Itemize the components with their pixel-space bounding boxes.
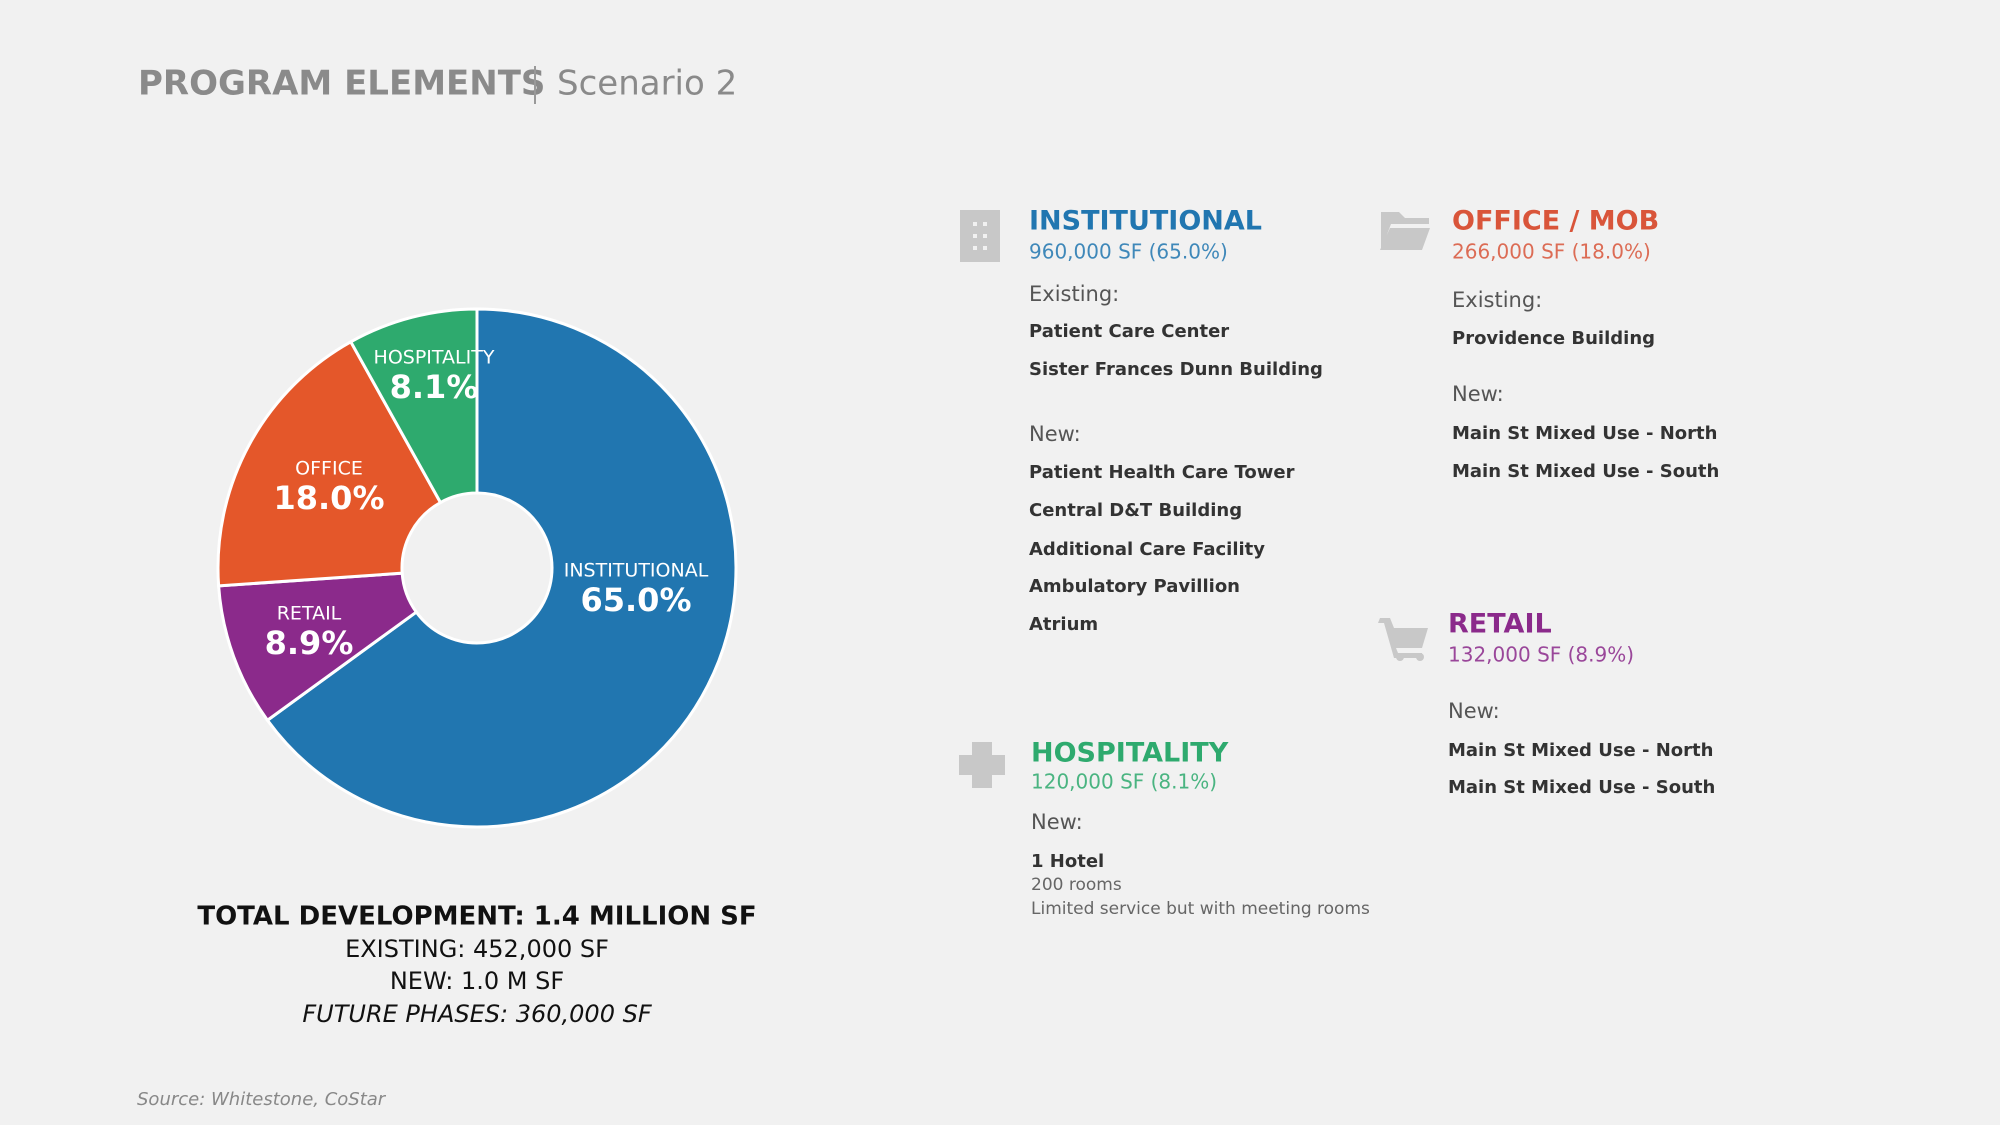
block-title: OFFICE / MOB [1452,206,1659,237]
block-title: HOSPITALITY [1031,738,1229,769]
group-note: Limited service but with meeting rooms [1031,899,1370,919]
icon-cross [959,742,1005,788]
block-subtitle: 132,000 SF (8.9%) [1448,643,1634,667]
slice-category: HOSPITALITY [374,347,495,369]
group-item: Main St Mixed Use - South [1452,461,1719,482]
icon-cart [1378,618,1428,658]
group-label: New: [1031,810,1083,834]
block-subtitle: 960,000 SF (65.0%) [1029,240,1228,264]
block-title: INSTITUTIONAL [1029,206,1262,237]
slice-value: 8.9% [265,624,354,662]
donut-slice [348,307,479,505]
group-item: Main St Mixed Use - North [1448,740,1713,761]
group-item: Patient Care Center [1029,321,1229,342]
group-item: Ambulatory Pavillion [1029,576,1240,597]
slice-category: OFFICE [295,458,363,480]
block-title: RETAIL [1448,609,1552,640]
group-label: Existing: [1452,288,1542,312]
source: Source: Whitestone, CoStar [137,1089,387,1110]
slice-value: 18.0% [273,479,384,517]
group-item: Central D&T Building [1029,500,1242,521]
group-item: Additional Care Facility [1029,539,1265,560]
group-item: Main St Mixed Use - North [1452,423,1717,444]
group-item: 1 Hotel [1031,851,1104,872]
slice-category: RETAIL [277,603,342,625]
group-item: Patient Health Care Tower [1029,462,1295,483]
donut-slice [216,339,443,588]
page-title: PROGRAM ELEMENTS [138,64,545,104]
donut-slice [265,307,738,829]
group-item: Sister Frances Dunn Building [1029,359,1323,380]
icon-cart-wheel [1396,653,1404,661]
block-subtitle: 266,000 SF (18.0%) [1452,240,1651,264]
icon-folder [1380,212,1430,250]
slice-value: 8.1% [390,368,479,406]
slice-category: INSTITUTIONAL [564,560,709,582]
group-label: New: [1029,422,1081,446]
block-subtitle: 120,000 SF (8.1%) [1031,770,1217,794]
group-label: New: [1452,382,1504,406]
icon-cart-wheel [1416,653,1424,661]
group-note: 200 rooms [1031,875,1122,895]
summary-future: FUTURE PHASES: 360,000 SF [302,1000,652,1028]
group-item: Main St Mixed Use - South [1448,777,1715,798]
summary-total: TOTAL DEVELOPMENT: 1.4 MILLION SF [197,902,756,932]
group-label: New: [1448,699,1500,723]
summary-existing: EXISTING: 452,000 SF [345,935,609,963]
group-item: Atrium [1029,614,1098,635]
group-label: Existing: [1029,282,1119,306]
group-item: Providence Building [1452,328,1655,349]
icon-building [960,210,1000,262]
donut-slice [217,571,419,723]
slice-value: 65.0% [580,581,691,619]
summary-new: NEW: 1.0 M SF [390,967,564,995]
page-subtitle: Scenario 2 [557,64,737,104]
